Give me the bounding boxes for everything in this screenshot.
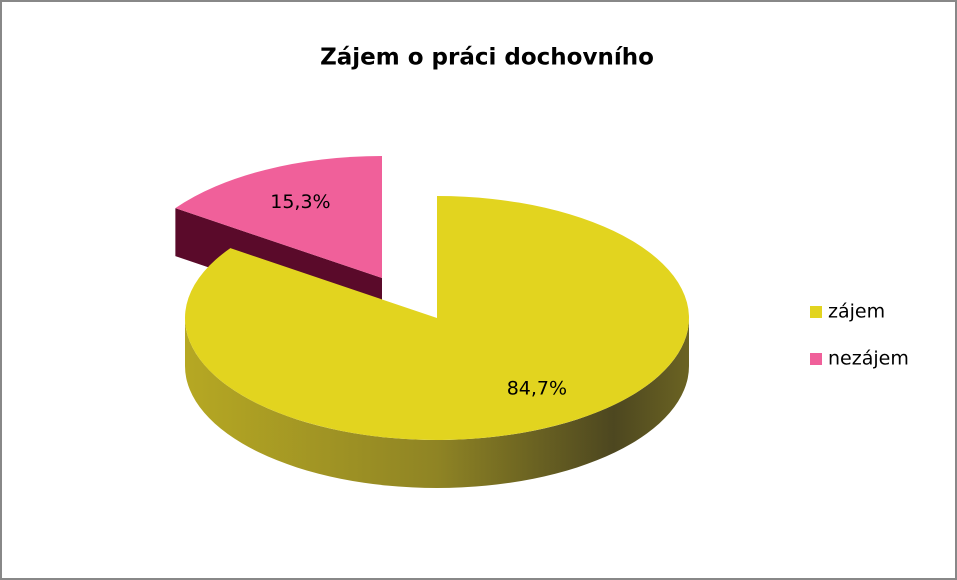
pie-slice <box>185 196 689 440</box>
legend-label: zájem <box>828 301 885 323</box>
pie-slice <box>175 156 382 278</box>
data-label: 15,3% <box>270 191 330 213</box>
legend-swatch <box>810 353 822 365</box>
legend: zájem nezájem <box>810 301 909 370</box>
legend-label: nezájem <box>828 348 909 370</box>
pie: 84,7% 15,3% <box>175 156 689 488</box>
data-label: 84,7% <box>507 377 567 399</box>
legend-swatch <box>810 306 822 318</box>
chart-title: Zájem o práci dochovního <box>320 45 654 71</box>
slice-side <box>185 318 689 488</box>
